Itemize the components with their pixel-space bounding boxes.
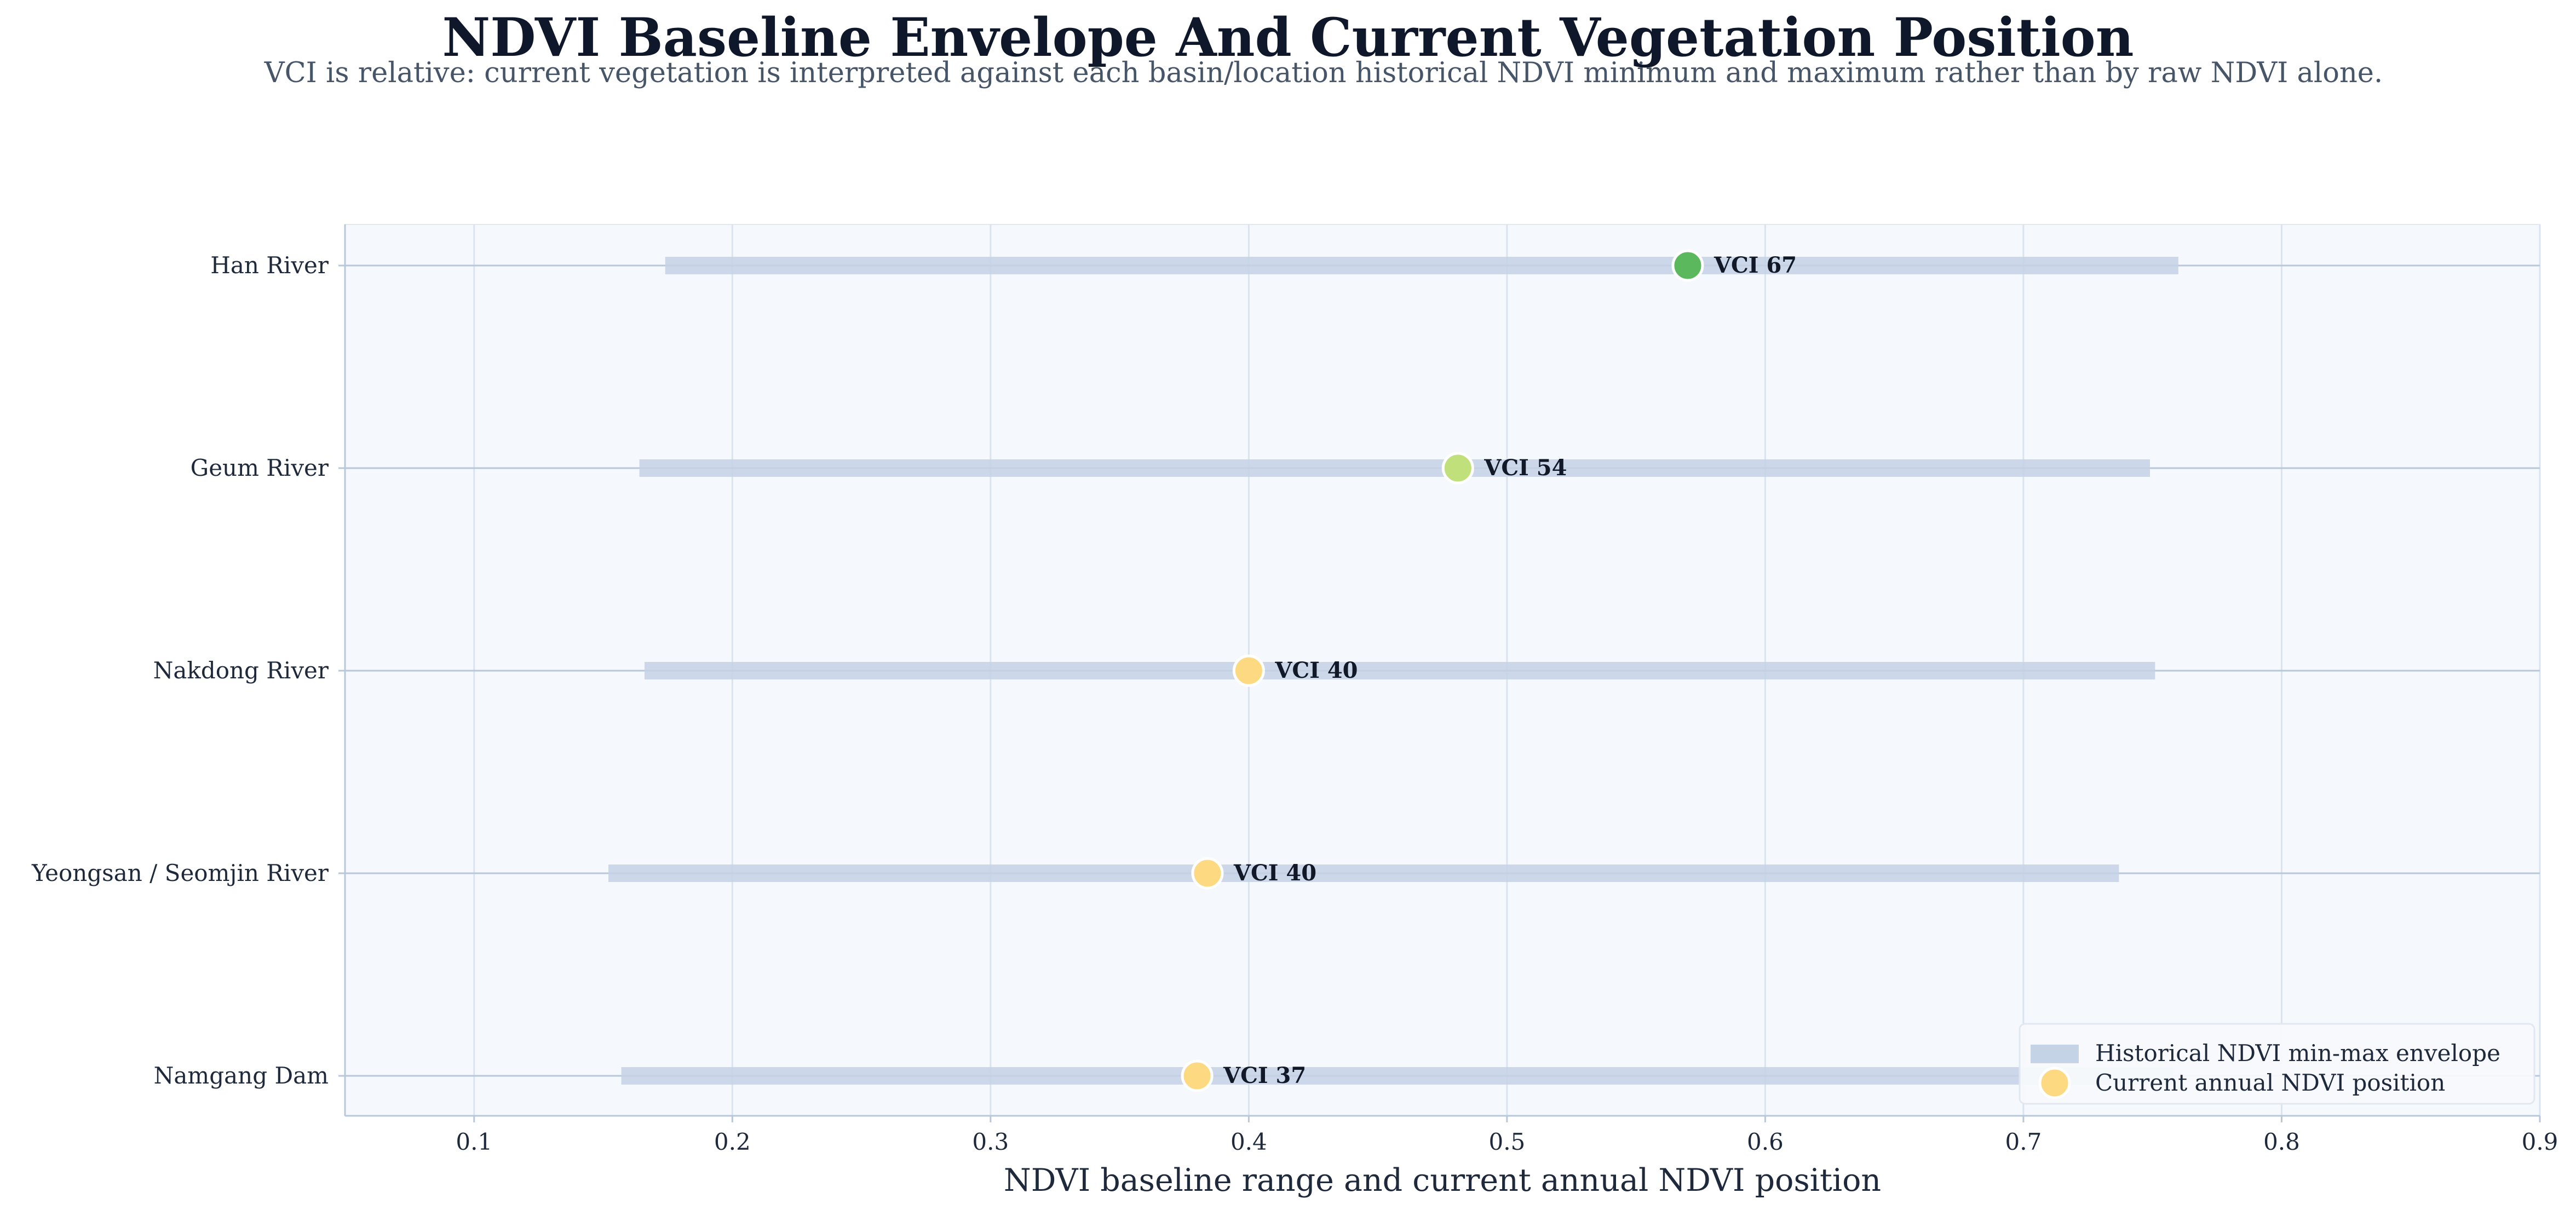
- legend-envelope-label: Historical NDVI min-max envelope: [2095, 1040, 2500, 1067]
- current-ndvi-point: [1441, 452, 1474, 485]
- y-tick-label: Yeongsan / Seomjin River: [31, 860, 329, 886]
- vci-data-label: VCI 54: [1484, 455, 1567, 481]
- vci-data-label: VCI 67: [1714, 252, 1797, 278]
- x-tick-label: 0.5: [1488, 1128, 1525, 1155]
- x-tick-label: 0.1: [456, 1128, 492, 1155]
- chart-title: NDVI Baseline Envelope And Current Veget…: [442, 7, 2134, 68]
- x-tick-label: 0.2: [714, 1128, 751, 1155]
- y-tick-label: Namgang Dam: [154, 1062, 329, 1089]
- current-ndvi-point: [1671, 249, 1704, 282]
- x-tick-label: 0.9: [2522, 1128, 2558, 1155]
- x-tick-label: 0.6: [1747, 1128, 1784, 1155]
- y-tick-label: Han River: [210, 252, 329, 279]
- legend-current-marker: [2038, 1067, 2071, 1099]
- x-axis-label: NDVI baseline range and current annual N…: [1004, 1162, 1881, 1198]
- y-tick-label: Nakdong River: [153, 657, 329, 684]
- x-tick-label: 0.4: [1231, 1128, 1267, 1155]
- current-ndvi-point: [1181, 1059, 1214, 1092]
- y-tick-label: Geum River: [191, 454, 329, 481]
- legend-box: [2019, 1023, 2535, 1105]
- current-ndvi-point: [1232, 654, 1265, 687]
- vci-data-label: VCI 37: [1223, 1063, 1306, 1088]
- vci-data-label: VCI 40: [1274, 658, 1358, 683]
- current-ndvi-point: [1191, 857, 1224, 890]
- chart-subtitle: VCI is relative: current vegetation is i…: [264, 57, 2383, 89]
- x-tick-label: 0.8: [2263, 1128, 2300, 1155]
- vci-data-label: VCI 40: [1233, 860, 1316, 886]
- x-tick-label: 0.7: [2005, 1128, 2042, 1155]
- x-tick-label: 0.3: [972, 1128, 1009, 1155]
- legend-envelope-swatch: [2031, 1045, 2079, 1063]
- legend-current-label: Current annual NDVI position: [2095, 1069, 2445, 1096]
